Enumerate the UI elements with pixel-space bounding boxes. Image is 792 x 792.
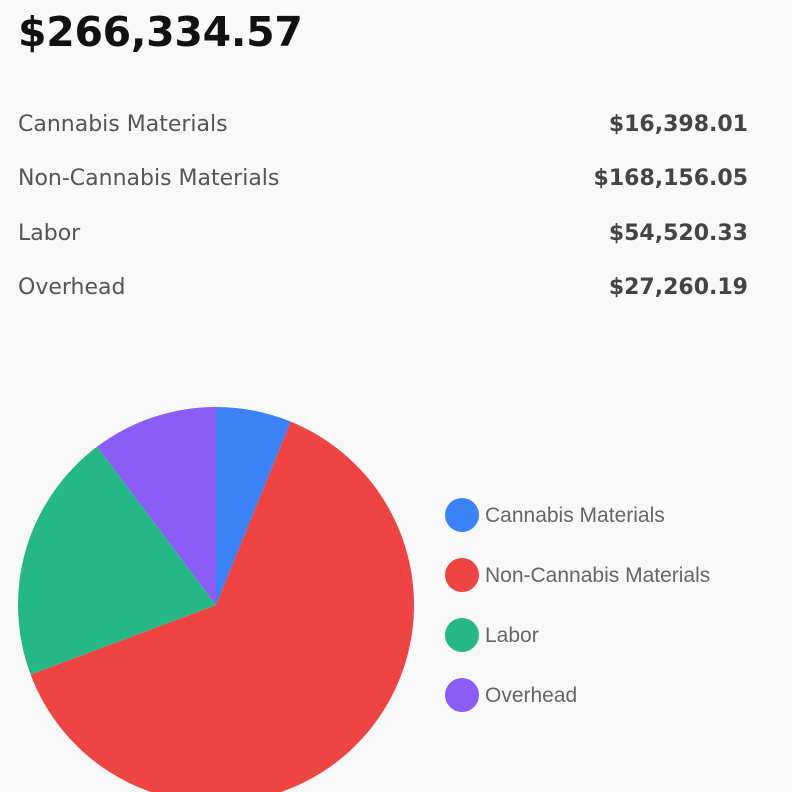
legend-item[interactable]: Non-Cannabis Materials xyxy=(445,558,710,592)
pie-slice-non-cannabis-materials[interactable] xyxy=(30,421,415,792)
pie-legend: Cannabis Materials Non-Cannabis Materials… xyxy=(445,498,710,712)
pie-slice-labor[interactable] xyxy=(17,446,217,675)
legend-label: Labor xyxy=(485,624,539,647)
cost-row-non-cannabis-materials: Non-Cannabis Materials $168,156.05 xyxy=(18,152,748,207)
legend-item[interactable]: Cannabis Materials xyxy=(445,498,665,532)
legend-swatch xyxy=(445,618,479,652)
legend-label: Overhead xyxy=(485,684,577,707)
cost-row-cannabis-materials: Cannabis Materials $16,398.01 xyxy=(18,97,748,152)
legend-item[interactable]: Overhead xyxy=(445,678,577,712)
cost-row-overhead: Overhead $27,260.19 xyxy=(18,261,748,316)
cost-breakdown-list: Cannabis Materials $16,398.01 Non-Cannab… xyxy=(18,97,748,315)
cost-row-value: $168,156.05 xyxy=(593,166,748,192)
legend-label: Cannabis Materials xyxy=(485,504,665,527)
pie-slice-overhead[interactable] xyxy=(97,407,216,605)
cost-row-label: Cannabis Materials xyxy=(18,111,228,137)
legend-label: Non-Cannabis Materials xyxy=(485,564,710,587)
cost-row-value: $27,260.19 xyxy=(608,275,748,301)
cost-row-label: Labor xyxy=(18,220,81,246)
legend-swatch xyxy=(445,498,479,532)
pie-slice-cannabis-materials[interactable] xyxy=(216,407,291,605)
pie-slices xyxy=(17,407,415,792)
cost-row-label: Overhead xyxy=(18,275,126,301)
cost-row-value: $16,398.01 xyxy=(608,111,748,137)
cost-row-value: $54,520.33 xyxy=(608,220,748,246)
cost-row-labor: Labor $54,520.33 xyxy=(18,206,748,261)
legend-swatch xyxy=(445,678,479,712)
legend-item[interactable]: Labor xyxy=(445,618,539,652)
legend-swatch xyxy=(445,558,479,592)
cost-row-label: Non-Cannabis Materials xyxy=(18,166,280,192)
total-cost: $266,334.57 xyxy=(18,8,303,56)
